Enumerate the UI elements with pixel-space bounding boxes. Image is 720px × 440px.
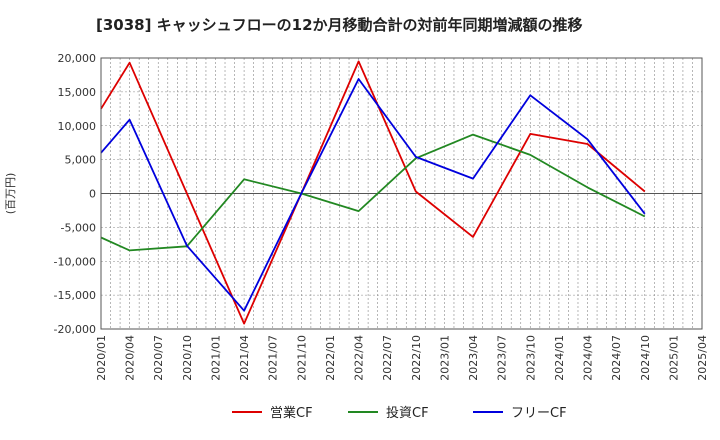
series-line: [100, 78, 646, 312]
series-line: [100, 133, 646, 252]
legend: 営業CF 投資CF フリーCF: [232, 405, 567, 421]
x-tick-label: 2021/10: [295, 335, 308, 381]
x-tick-label: 2025/04: [696, 335, 709, 381]
x-tick-label: 2022/01: [324, 335, 337, 381]
x-tick-label: 2024/04: [582, 335, 595, 381]
x-tick-label: 2025/01: [667, 335, 680, 381]
x-tick-label: 2022/10: [410, 335, 423, 381]
x-tick-label: 2022/04: [353, 335, 366, 381]
x-tick-label: 2021/07: [267, 335, 280, 381]
plot-frame: [100, 57, 703, 330]
x-tick-label: 2020/01: [95, 335, 108, 381]
x-tick-label: 2021/04: [238, 335, 251, 381]
x-tick-label: 2024/01: [553, 335, 566, 381]
x-tick-label: 2024/07: [610, 335, 623, 381]
y-tick-label: 15,000: [58, 86, 97, 99]
y-tick-label: 20,000: [58, 52, 97, 65]
y-axis-label: (百万円): [4, 173, 17, 215]
y-tick-label: 10,000: [58, 120, 97, 133]
x-tick-label: 2023/07: [496, 335, 509, 381]
y-tick-label: 0: [89, 188, 96, 201]
x-tick-label: 2023/10: [524, 335, 537, 381]
series-line: [100, 60, 646, 325]
y-tick-label: 5,000: [65, 154, 97, 167]
x-tick-label: 2023/01: [438, 335, 451, 381]
x-tick-label: 2022/07: [381, 335, 394, 381]
x-tick-label: 2020/10: [181, 335, 194, 381]
x-tick-label: 2020/04: [124, 335, 137, 381]
y-tick-label: -15,000: [54, 289, 96, 302]
x-tick-label: 2020/07: [152, 335, 165, 381]
x-tick-label: 2024/10: [639, 335, 652, 381]
series-layer: [100, 60, 646, 325]
axis-layer: 20,000 15,000 10,000 5,000 0 -5,000 -10,000 -15…: [54, 52, 709, 381]
legend-label: 営業CF: [270, 405, 313, 421]
x-tick-label: 2023/04: [467, 335, 480, 381]
legend-label: 投資CF: [386, 405, 429, 421]
y-tick-label: -10,000: [54, 255, 96, 268]
legend-label: フリーCF: [511, 406, 567, 421]
y-tick-label: -20,000: [54, 323, 96, 336]
chart-title: [3038] キャッシュフローの12か月移動合計の対前年同期増減額の推移: [96, 16, 583, 34]
x-tick-label: 2021/01: [209, 335, 222, 381]
y-tick-label: -5,000: [61, 221, 96, 234]
